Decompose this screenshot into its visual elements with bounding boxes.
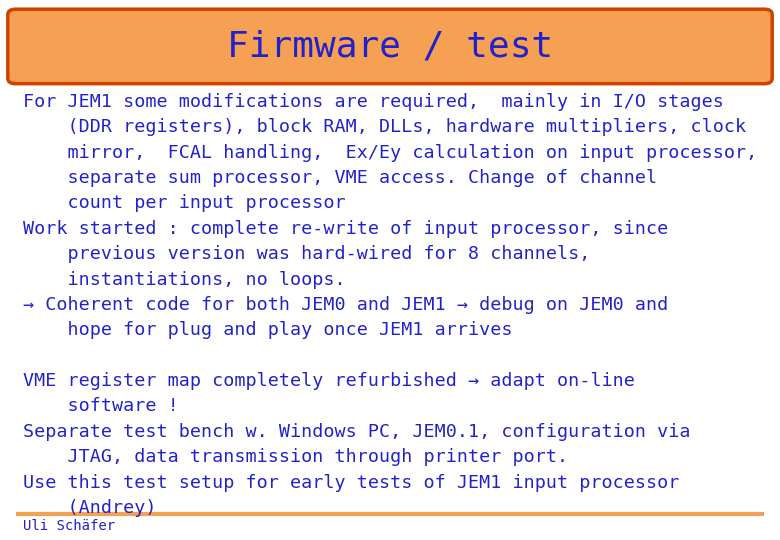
Text: separate sum processor, VME access. Change of channel: separate sum processor, VME access. Chan…	[23, 169, 658, 187]
Text: count per input processor: count per input processor	[23, 194, 346, 212]
Text: mirror,  FCAL handling,  Ex/Ey calculation on input processor,: mirror, FCAL handling, Ex/Ey calculation…	[23, 144, 757, 161]
Text: Separate test bench w. Windows PC, JEM0.1, configuration via: Separate test bench w. Windows PC, JEM0.…	[23, 423, 691, 441]
Text: (Andrey): (Andrey)	[23, 499, 157, 517]
Text: hope for plug and play once JEM1 arrives: hope for plug and play once JEM1 arrives	[23, 321, 513, 339]
Text: instantiations, no loops.: instantiations, no loops.	[23, 271, 346, 288]
Text: VME register map completely refurbished → adapt on-line: VME register map completely refurbished …	[23, 372, 635, 390]
Text: (DDR registers), block RAM, DLLs, hardware multipliers, clock: (DDR registers), block RAM, DLLs, hardwa…	[23, 118, 746, 136]
Text: → Coherent code for both JEM0 and JEM1 → debug on JEM0 and: → Coherent code for both JEM0 and JEM1 →…	[23, 296, 668, 314]
Text: Work started : complete re-write of input processor, since: Work started : complete re-write of inpu…	[23, 220, 668, 238]
Text: JTAG, data transmission through printer port.: JTAG, data transmission through printer …	[23, 448, 569, 466]
Text: Uli Schäfer: Uli Schäfer	[23, 519, 115, 534]
FancyBboxPatch shape	[8, 9, 772, 84]
Text: Use this test setup for early tests of JEM1 input processor: Use this test setup for early tests of J…	[23, 474, 680, 491]
Text: software !: software !	[23, 397, 179, 415]
Text: For JEM1 some modifications are required,  mainly in I/O stages: For JEM1 some modifications are required…	[23, 93, 725, 111]
Text: Firmware / test: Firmware / test	[227, 30, 553, 63]
Text: previous version was hard-wired for 8 channels,: previous version was hard-wired for 8 ch…	[23, 245, 590, 263]
